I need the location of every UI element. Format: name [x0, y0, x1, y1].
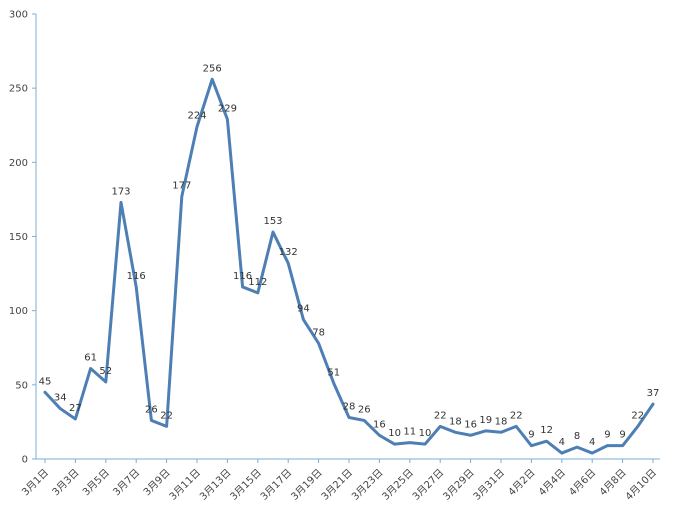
data-label: 116	[233, 271, 252, 282]
data-label: 11	[403, 427, 416, 438]
data-label: 9	[604, 430, 610, 441]
data-labels: 4534276152173116262217722425622911611215…	[39, 63, 660, 448]
x-tick-label: 3月15日	[228, 467, 264, 503]
data-label: 45	[39, 376, 52, 387]
data-label: 224	[187, 111, 206, 122]
y-tick-label: 100	[9, 306, 28, 317]
data-label: 61	[84, 353, 97, 364]
data-label: 19	[479, 415, 492, 426]
data-label: 8	[574, 431, 580, 442]
x-tick-label: 3月21日	[319, 467, 355, 503]
data-label: 18	[449, 416, 462, 427]
data-label: 22	[510, 410, 523, 421]
data-label: 10	[419, 428, 432, 439]
data-label: 78	[312, 327, 325, 338]
data-label: 22	[434, 410, 447, 421]
data-label: 12	[540, 425, 553, 436]
y-tick-label: 250	[9, 84, 28, 95]
data-label: 4	[559, 437, 565, 448]
data-label: 16	[373, 419, 386, 430]
data-label: 116	[127, 271, 146, 282]
data-label: 37	[647, 388, 660, 399]
x-tick-label: 3月1日	[19, 467, 51, 499]
data-label: 28	[343, 401, 356, 412]
x-tick-label: 3月31日	[471, 467, 507, 503]
y-tick-label: 150	[9, 232, 28, 243]
data-label: 229	[218, 103, 237, 114]
data-label: 256	[203, 63, 222, 74]
x-tick-label: 4月2日	[506, 467, 538, 499]
x-tick-label: 3月11日	[167, 467, 203, 503]
data-label: 34	[54, 393, 67, 404]
x-tick-label: 3月5日	[80, 467, 112, 499]
data-label: 22	[160, 410, 173, 421]
data-label: 22	[631, 410, 644, 421]
x-tick-label: 3月17日	[258, 467, 294, 503]
x-tick-label: 3月3日	[50, 467, 82, 499]
x-tick-label: 3月13日	[197, 467, 233, 503]
y-axis: 0 50 100 150 200 250 300	[9, 10, 37, 466]
x-tick-label: 4月10日	[623, 467, 659, 503]
series	[43, 77, 655, 455]
data-label: 52	[99, 366, 112, 377]
data-label: 18	[495, 416, 508, 427]
data-label: 9	[619, 430, 625, 441]
data-label: 94	[297, 304, 310, 315]
data-label: 26	[358, 404, 371, 415]
x-tick-label: 3月29日	[441, 467, 477, 503]
y-tick-label: 50	[15, 380, 28, 391]
x-tick-label: 3月23日	[349, 467, 385, 503]
x-axis: 3月1日 3月3日 3月5日 3月7日 3月9日3月11日3月13日3月15日3月17日…	[19, 458, 660, 503]
data-label: 153	[263, 216, 282, 227]
data-label: 4	[589, 437, 595, 448]
data-label: 26	[145, 404, 158, 415]
series-line	[43, 77, 655, 455]
data-label: 177	[172, 180, 191, 191]
data-label: 10	[388, 428, 401, 439]
data-label: 132	[279, 247, 298, 258]
data-label: 173	[111, 186, 130, 197]
x-tick-label: 3月19日	[289, 467, 325, 503]
data-label: 16	[464, 419, 477, 430]
x-tick-label: 4月4日	[536, 467, 568, 499]
y-tick-label: 0	[22, 455, 28, 466]
x-tick-label: 3月25日	[380, 467, 416, 503]
y-tick-label: 200	[9, 158, 28, 169]
data-label: 112	[248, 277, 267, 288]
y-tick-label: 300	[9, 10, 28, 21]
data-label: 9	[528, 430, 534, 441]
x-tick-label: 4月6日	[567, 467, 599, 499]
data-label: 27	[69, 403, 82, 414]
data-label: 51	[327, 367, 340, 378]
x-tick-label: 3月7日	[111, 467, 143, 499]
x-tick-label: 3月27日	[410, 467, 446, 503]
